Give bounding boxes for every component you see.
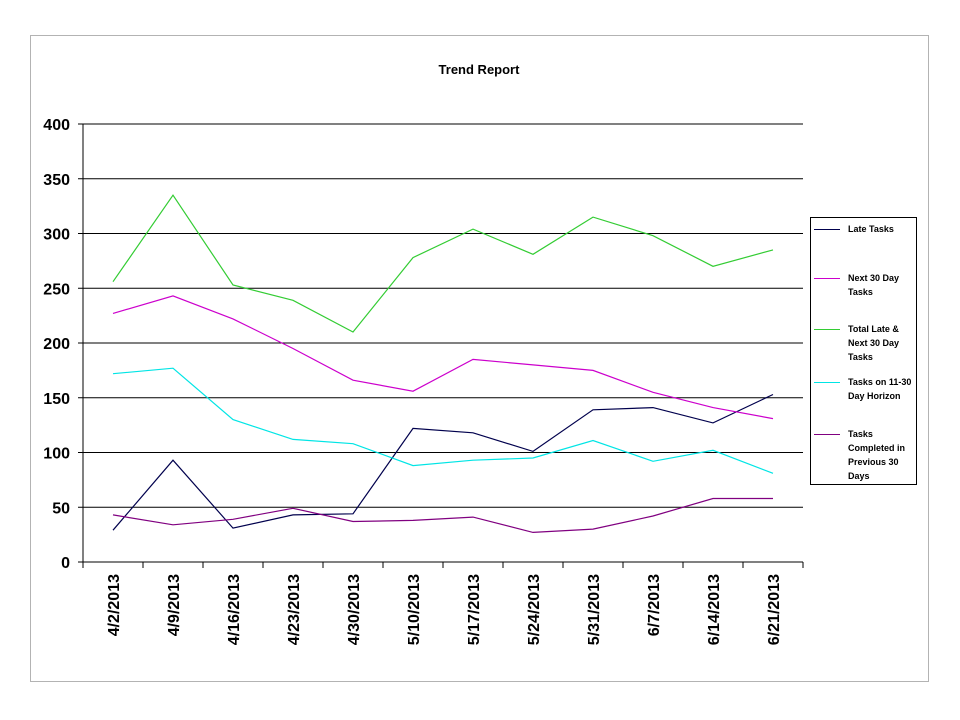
- series-line-total-late-next-30-day-tasks: [112, 194, 774, 333]
- chart-title: Trend Report: [439, 62, 521, 77]
- x-tick-label: 5/10/2013: [406, 574, 423, 645]
- x-tick-label: 4/9/2013: [166, 574, 183, 636]
- legend-swatch-tasks-completed: [814, 434, 840, 435]
- legend-swatch-next-30-day-tasks: [814, 278, 840, 279]
- y-tick-label: 250: [43, 281, 70, 298]
- legend-label-total-late-next-30: Total Late & Next 30 Day Tasks: [848, 324, 900, 362]
- x-tick-label: 6/14/2013: [706, 574, 723, 645]
- chart-area: [30, 35, 929, 682]
- chart-legend: Late Tasks Next 30 Day Tasks Total Late …: [810, 217, 917, 485]
- series-line-tasks-completed-in-previous-30-days: [112, 497, 773, 534]
- y-tick-label: 0: [61, 555, 70, 572]
- series-line-late-tasks: [112, 393, 774, 531]
- x-tick-label: 4/2/2013: [106, 574, 123, 636]
- y-tick-label: 400: [43, 117, 70, 134]
- legend-label-tasks-completed: Tasks Completed in Previous 30 Days: [848, 429, 906, 481]
- y-tick-label: 150: [43, 391, 70, 408]
- y-tick-label: 200: [43, 336, 70, 353]
- y-tick-label: 50: [52, 500, 70, 517]
- legend-swatch-late-tasks: [814, 229, 840, 230]
- x-tick-label: 6/7/2013: [646, 574, 663, 636]
- x-tick-label: 6/21/2013: [766, 574, 783, 645]
- y-tick-label: 300: [43, 227, 70, 244]
- series-line-tasks-on-11-30-day-horizon: [112, 367, 774, 474]
- x-tick-label: 5/24/2013: [526, 574, 543, 645]
- x-tick-label: 4/30/2013: [346, 574, 363, 645]
- legend-label-next-30-day-tasks: Next 30 Day Tasks: [848, 273, 900, 297]
- x-tick-label: 5/17/2013: [466, 574, 483, 645]
- x-tick-label: 5/31/2013: [586, 574, 603, 645]
- y-tick-label: 350: [43, 172, 70, 189]
- y-tick-label: 100: [43, 446, 70, 463]
- x-tick-label: 4/16/2013: [226, 574, 243, 645]
- legend-swatch-tasks-on-horizon: [814, 382, 840, 383]
- legend-label-late-tasks: Late Tasks: [848, 224, 894, 234]
- legend-label-tasks-on-horizon: Tasks on 11-30 Day Horizon: [848, 377, 912, 401]
- legend-swatch-total-late-next-30: [814, 329, 840, 330]
- x-tick-label: 4/23/2013: [286, 574, 303, 645]
- series-line-next-30-day-tasks: [112, 295, 774, 420]
